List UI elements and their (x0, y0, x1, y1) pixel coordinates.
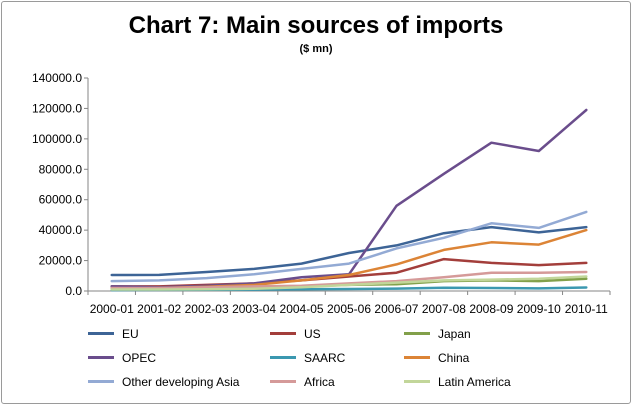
legend-item-africa: Africa (270, 375, 335, 391)
x-tick-label: 2006-07 (374, 302, 418, 316)
legend-item-china: China (404, 351, 469, 367)
y-tick-label: 60000.0 (39, 193, 83, 207)
legend-item-us: US (270, 327, 321, 343)
legend-item-eu: EU (88, 327, 139, 343)
legend-label: SAARC (304, 351, 346, 365)
x-tick-label: 2005-06 (327, 302, 371, 316)
legend-label: EU (122, 327, 139, 341)
legend-label: Other developing Asia (122, 375, 240, 389)
legend-swatch (270, 332, 296, 336)
x-tick-label: 2009-10 (517, 302, 561, 316)
legend-swatch (88, 356, 114, 360)
x-tick-label: 2000-01 (90, 302, 134, 316)
legend-label: OPEC (122, 351, 157, 365)
legend-item-latin-america: Latin America (404, 375, 511, 391)
legend-swatch (270, 356, 296, 360)
series-line-other-developing-asia (110, 210, 588, 283)
y-tick-label: 140000.0 (32, 71, 82, 85)
x-tick-label: 2003-04 (232, 302, 276, 316)
legend-item-saarc: SAARC (270, 351, 345, 367)
x-tick-label: 2001-02 (137, 302, 181, 316)
x-tick-label: 2008-09 (469, 302, 513, 316)
legend-label: Japan (438, 327, 471, 341)
legend-item-japan: Japan (404, 327, 471, 343)
y-tick-label: 0.0 (65, 284, 82, 298)
legend-swatch (404, 356, 430, 360)
legend-swatch (88, 380, 114, 384)
series-line-eu (110, 225, 588, 277)
x-tick-label: 2004-05 (280, 302, 324, 316)
chart-title: Chart 7: Main sources of imports (128, 12, 504, 39)
legend-swatch (270, 380, 296, 384)
series-line-africa (110, 270, 588, 290)
y-tick-label: 20000.0 (39, 254, 83, 268)
y-tick-label: 120000.0 (32, 101, 82, 115)
legend-item-other-developing-asia: Other developing Asia (88, 375, 239, 391)
series-line-opec (110, 108, 588, 289)
x-tick-label: 2007-08 (422, 302, 466, 316)
y-tick-label: 40000.0 (39, 223, 83, 237)
y-tick-label: 100000.0 (32, 132, 82, 146)
legend-item-opec: OPEC (88, 351, 156, 367)
chart-subtitle: ($ mn) (299, 43, 333, 55)
legend-swatch (404, 332, 430, 336)
legend-swatch (88, 332, 114, 336)
legend-label: China (438, 351, 470, 365)
legend-swatch (404, 380, 430, 384)
legend-label: Africa (304, 375, 335, 389)
legend-label: US (304, 327, 321, 341)
y-tick-label: 80000.0 (39, 162, 83, 176)
x-tick-label: 2010-11 (565, 302, 608, 316)
legend-label: Latin America (438, 375, 511, 389)
series-line-latin-america (110, 275, 588, 291)
x-tick-label: 2002-03 (185, 302, 229, 316)
